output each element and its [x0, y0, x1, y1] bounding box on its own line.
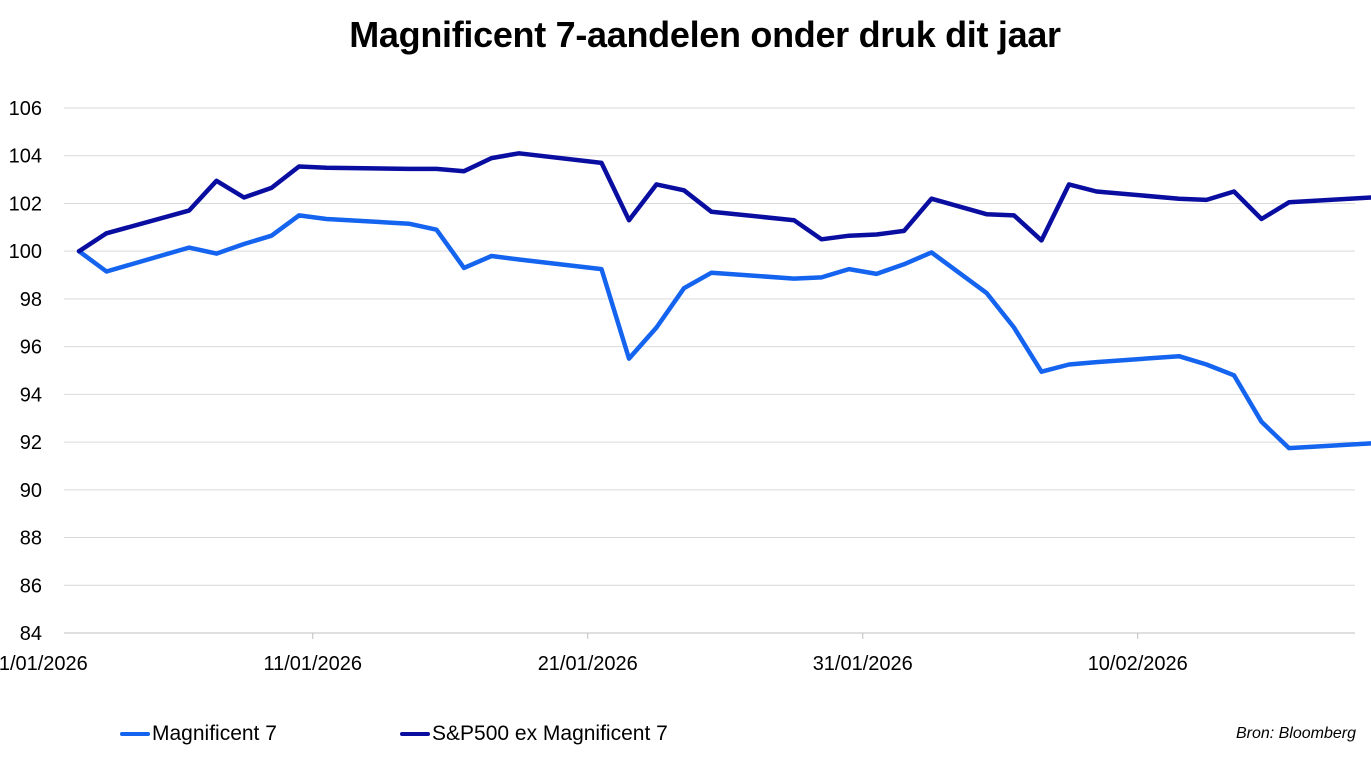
legend-label-magnificent-7: Magnificent 7 [152, 722, 277, 745]
legend-item-sp500-ex-magnificent-7: S&P500 ex Magnificent 7 [400, 722, 668, 746]
gridlines [64, 107, 1355, 586]
x-tick-label: 31/01/2026 [813, 653, 913, 675]
y-tick-label: 104 [9, 146, 42, 168]
x-tick-label: 11/01/2026 [263, 653, 362, 675]
legend-item-magnificent-7: Magnificent 7 [120, 722, 277, 746]
legend-swatch-magnificent-7 [120, 732, 150, 736]
legend-swatch-sp500-ex-magnificent-7 [400, 732, 430, 736]
tick-labels: 84 86 88 90 92 94 96 98 100 102 104 106 01/01/2026 11… [0, 98, 1188, 675]
y-tick-label: 84 [20, 623, 42, 645]
y-tick-label: 88 [20, 528, 42, 550]
y-tick-label: 92 [20, 432, 42, 454]
y-tick-label: 106 [9, 98, 42, 120]
series-line-sp500-ex-magnificent-7 [76, 151, 1371, 254]
legend-label-sp500-ex-magnificent-7: S&P500 ex Magnificent 7 [432, 722, 668, 745]
series-line-magnificent-7 [76, 213, 1371, 451]
y-tick-label: 96 [20, 337, 42, 359]
x-tick-label: 10/02/2026 [1088, 653, 1188, 675]
y-tick-label: 90 [20, 480, 42, 502]
y-tick-label: 98 [20, 289, 42, 311]
source-note: Bron: Bloomberg [1235, 725, 1356, 742]
y-tick-label: 94 [20, 384, 42, 406]
chart-title: Magnificent 7-aandelen onder druk dit ja… [349, 14, 1061, 55]
x-tick-label: 21/01/2026 [538, 653, 638, 675]
y-tick-label: 100 [9, 241, 42, 263]
y-tick-label: 102 [9, 193, 42, 215]
x-tick-label: 01/01/2026 [0, 653, 88, 675]
axes [37, 632, 1355, 639]
series-lines [76, 151, 1371, 451]
y-tick-label: 86 [20, 575, 42, 597]
